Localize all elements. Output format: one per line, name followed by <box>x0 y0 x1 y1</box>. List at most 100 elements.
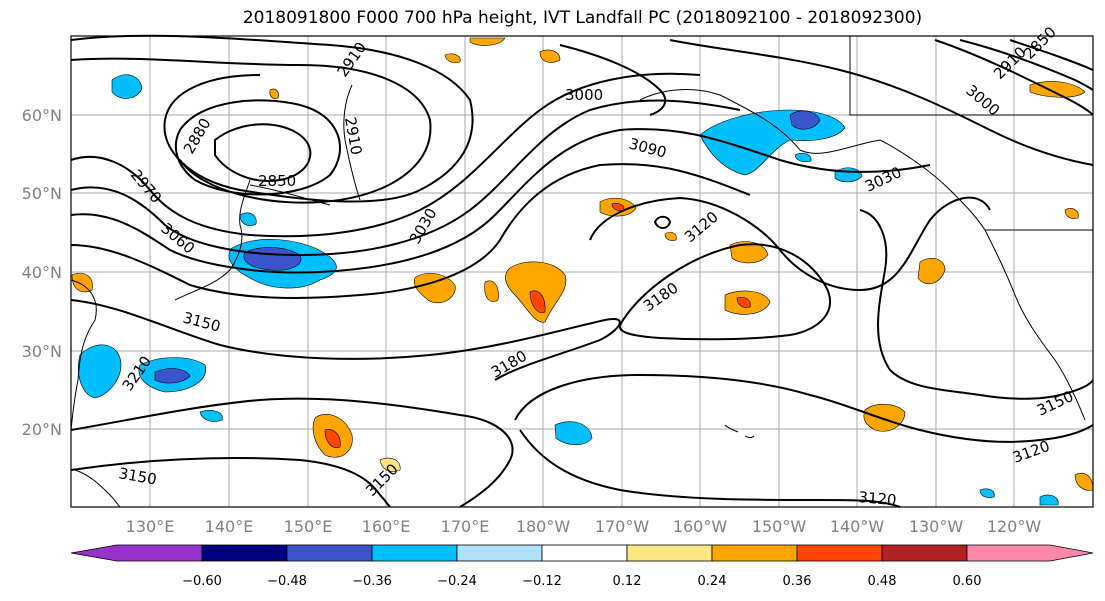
anomaly-positive <box>736 297 751 308</box>
contour-line <box>70 128 931 274</box>
lon-label: 130°W <box>909 517 964 536</box>
anomaly-negative <box>111 74 143 99</box>
map-frame <box>70 35 1094 508</box>
colorbar <box>70 544 1094 562</box>
anomaly-positive <box>729 241 769 264</box>
contour-line <box>70 397 514 508</box>
coastline-kamchatka <box>343 84 361 201</box>
coastline-philippines <box>74 469 121 508</box>
contour-line <box>174 99 341 196</box>
anomaly-negative <box>78 344 122 399</box>
map-title: 2018091800 F000 700 hPa height, IVT Land… <box>242 8 923 28</box>
lat-label: 20°N <box>22 420 62 439</box>
colorbar-segment <box>966 544 1094 562</box>
colorbar-segment <box>201 544 288 562</box>
contour-line <box>214 123 312 182</box>
contour-line <box>70 72 701 238</box>
colorbar-segment <box>541 544 628 562</box>
colorbar-tick: 0.36 <box>783 574 812 589</box>
anomaly-positive <box>1029 81 1086 98</box>
colorbar-segment <box>371 544 458 562</box>
longitude-labels: 130°E 140°E 150°E 160°E 170°E 180°W 170°… <box>126 517 1042 536</box>
contour-line <box>70 299 621 381</box>
anomaly-positive <box>71 272 93 293</box>
anomaly-positive <box>269 88 279 99</box>
coastline-bc <box>879 139 986 231</box>
lon-label: 150°W <box>752 517 807 536</box>
colorbar-tick: −0.12 <box>522 574 562 589</box>
anomaly-positive <box>917 257 946 285</box>
contour-line <box>70 57 432 204</box>
contour-line <box>589 196 991 292</box>
lon-label: 140°W <box>830 517 885 536</box>
anomaly-negative <box>199 410 223 422</box>
coastline-asia <box>70 279 97 431</box>
contour-label: 2850 <box>258 172 296 190</box>
contour-line <box>70 163 751 299</box>
anomaly-negative <box>789 110 821 130</box>
anomaly-negative <box>979 488 995 498</box>
contour-line <box>1009 39 1094 71</box>
lon-label: 160°W <box>673 517 728 536</box>
anomaly-positive <box>379 457 401 472</box>
colorbar-tick: −0.36 <box>352 574 392 589</box>
colorbar-tick: −0.48 <box>267 574 307 589</box>
lat-label: 60°N <box>22 106 62 125</box>
colorbar-ticks: −0.60 −0.48 −0.36 −0.24 −0.12 0.12 0.24 … <box>182 574 981 589</box>
border-canada <box>849 36 1093 116</box>
lon-label: 150°E <box>284 517 333 536</box>
contour-line <box>934 39 1094 116</box>
anomaly-positive <box>413 272 456 304</box>
colorbar-segment <box>456 544 543 562</box>
anomaly-positive <box>469 37 506 46</box>
contour-line <box>70 99 741 257</box>
contour-line <box>70 34 474 203</box>
colorbar-segment <box>70 544 203 562</box>
colorbar-tick: 0.48 <box>868 574 897 589</box>
anomaly-positive <box>539 49 561 63</box>
anomaly-negative <box>154 368 191 384</box>
colorbar-segment <box>711 544 798 562</box>
coastline-uswest <box>984 229 1086 421</box>
anomaly-positive <box>324 429 341 448</box>
colorbar-segment <box>881 544 968 562</box>
contour-line <box>519 429 901 508</box>
lon-label: 120°W <box>987 517 1042 536</box>
colorbar-tick: 0.60 <box>953 574 982 589</box>
contour-line <box>669 39 1094 166</box>
contour-line <box>959 39 1094 91</box>
contour-label: 3000 <box>565 86 603 104</box>
anomaly-positive <box>444 53 461 63</box>
lon-label: 130°E <box>126 517 175 536</box>
anomaly-negative <box>239 212 257 226</box>
lat-label: 50°N <box>22 184 62 203</box>
contour-line <box>70 457 391 508</box>
coastline-alaska <box>639 89 881 154</box>
contour-label: 3120 <box>858 488 898 509</box>
colorbar-segment <box>286 544 373 562</box>
anomaly-negative <box>1039 494 1059 506</box>
contour-line <box>618 243 831 341</box>
colorbar-segment <box>796 544 883 562</box>
coastline-kuril <box>249 184 331 206</box>
anomaly-positive <box>664 231 677 241</box>
anomaly-positive <box>529 290 546 314</box>
colorbar-tick: 0.12 <box>613 574 642 589</box>
latitude-labels: 60°N 50°N 40°N 30°N 20°N <box>22 106 62 439</box>
height-contours <box>70 34 1094 508</box>
anomaly-positive <box>1064 208 1079 219</box>
lat-label: 30°N <box>22 342 62 361</box>
colorbar-segment <box>626 544 713 562</box>
colorbar-tick: −0.24 <box>437 574 477 589</box>
anomaly-positive <box>484 280 499 302</box>
coastline-hawaii <box>724 424 755 438</box>
anomaly-negative <box>794 152 812 163</box>
contour-line <box>653 215 672 229</box>
contour-line <box>559 44 667 116</box>
lon-label: 140°E <box>205 517 254 536</box>
anomaly-negative <box>554 421 593 446</box>
lon-label: 170°W <box>595 517 650 536</box>
lon-label: 180°W <box>516 517 571 536</box>
ivt-anomaly-fills <box>71 37 1094 506</box>
